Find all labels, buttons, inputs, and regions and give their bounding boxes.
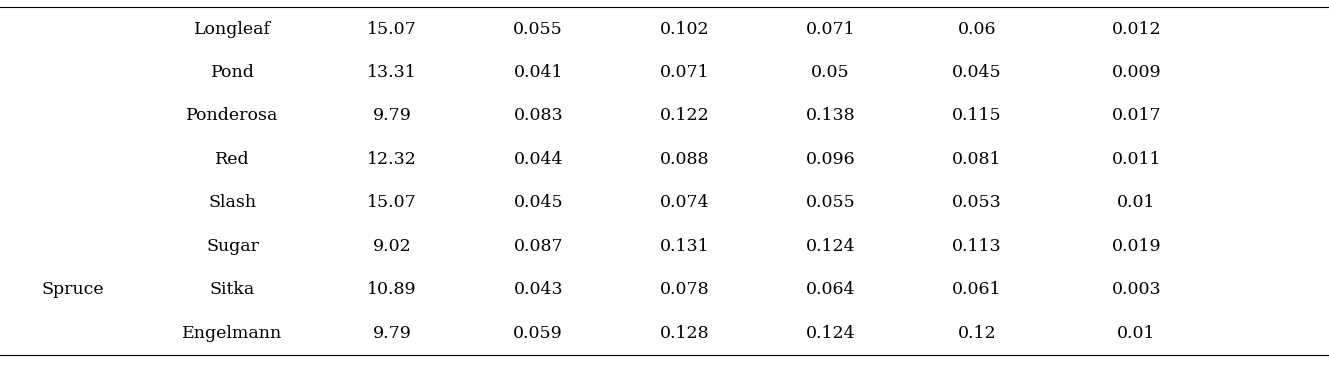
Text: 0.138: 0.138 bbox=[805, 108, 856, 124]
Text: 0.061: 0.061 bbox=[952, 281, 1002, 298]
Text: 0.003: 0.003 bbox=[1111, 281, 1162, 298]
Text: 0.06: 0.06 bbox=[958, 20, 995, 38]
Text: 0.096: 0.096 bbox=[805, 151, 856, 168]
Text: 0.017: 0.017 bbox=[1111, 108, 1162, 124]
Text: 0.074: 0.074 bbox=[659, 194, 710, 212]
Text: 0.083: 0.083 bbox=[513, 108, 563, 124]
Text: 0.011: 0.011 bbox=[1111, 151, 1162, 168]
Text: 0.045: 0.045 bbox=[952, 64, 1002, 81]
Text: 13.31: 13.31 bbox=[367, 64, 417, 81]
Text: 0.055: 0.055 bbox=[805, 194, 856, 212]
Text: Spruce: Spruce bbox=[41, 281, 105, 298]
Text: 0.064: 0.064 bbox=[805, 281, 856, 298]
Text: 0.124: 0.124 bbox=[805, 238, 856, 255]
Text: 0.115: 0.115 bbox=[952, 108, 1002, 124]
Text: Sitka: Sitka bbox=[210, 281, 255, 298]
Text: Pond: Pond bbox=[210, 64, 255, 81]
Text: Engelmann: Engelmann bbox=[182, 325, 283, 342]
Text: 0.059: 0.059 bbox=[513, 325, 563, 342]
Text: 0.078: 0.078 bbox=[659, 281, 710, 298]
Text: 9.79: 9.79 bbox=[372, 325, 412, 342]
Text: 0.088: 0.088 bbox=[659, 151, 710, 168]
Text: 12.32: 12.32 bbox=[367, 151, 417, 168]
Text: 0.102: 0.102 bbox=[659, 20, 710, 38]
Text: 0.043: 0.043 bbox=[513, 281, 563, 298]
Text: 0.019: 0.019 bbox=[1111, 238, 1162, 255]
Text: 0.044: 0.044 bbox=[513, 151, 563, 168]
Text: 0.01: 0.01 bbox=[1118, 194, 1155, 212]
Text: 0.01: 0.01 bbox=[1118, 325, 1155, 342]
Text: 0.045: 0.045 bbox=[513, 194, 563, 212]
Text: Longleaf: Longleaf bbox=[194, 20, 271, 38]
Text: 0.041: 0.041 bbox=[513, 64, 563, 81]
Text: 0.122: 0.122 bbox=[659, 108, 710, 124]
Text: Slash: Slash bbox=[209, 194, 256, 212]
Text: 0.087: 0.087 bbox=[513, 238, 563, 255]
Text: 0.12: 0.12 bbox=[957, 325, 997, 342]
Text: 15.07: 15.07 bbox=[367, 20, 417, 38]
Text: 0.009: 0.009 bbox=[1111, 64, 1162, 81]
Text: 0.05: 0.05 bbox=[811, 64, 851, 81]
Text: 9.02: 9.02 bbox=[372, 238, 412, 255]
Text: 0.071: 0.071 bbox=[805, 20, 856, 38]
Text: 15.07: 15.07 bbox=[367, 194, 417, 212]
Text: 0.113: 0.113 bbox=[952, 238, 1002, 255]
Text: 9.79: 9.79 bbox=[372, 108, 412, 124]
Text: 0.012: 0.012 bbox=[1111, 20, 1162, 38]
Text: 10.89: 10.89 bbox=[367, 281, 417, 298]
Text: Ponderosa: Ponderosa bbox=[186, 108, 279, 124]
Text: Sugar: Sugar bbox=[206, 238, 259, 255]
Text: 0.055: 0.055 bbox=[513, 20, 563, 38]
Text: 0.081: 0.081 bbox=[952, 151, 1002, 168]
Text: 0.124: 0.124 bbox=[805, 325, 856, 342]
Text: Red: Red bbox=[215, 151, 250, 168]
Text: 0.131: 0.131 bbox=[659, 238, 710, 255]
Text: 0.071: 0.071 bbox=[659, 64, 710, 81]
Text: 0.128: 0.128 bbox=[659, 325, 710, 342]
Text: 0.053: 0.053 bbox=[952, 194, 1002, 212]
